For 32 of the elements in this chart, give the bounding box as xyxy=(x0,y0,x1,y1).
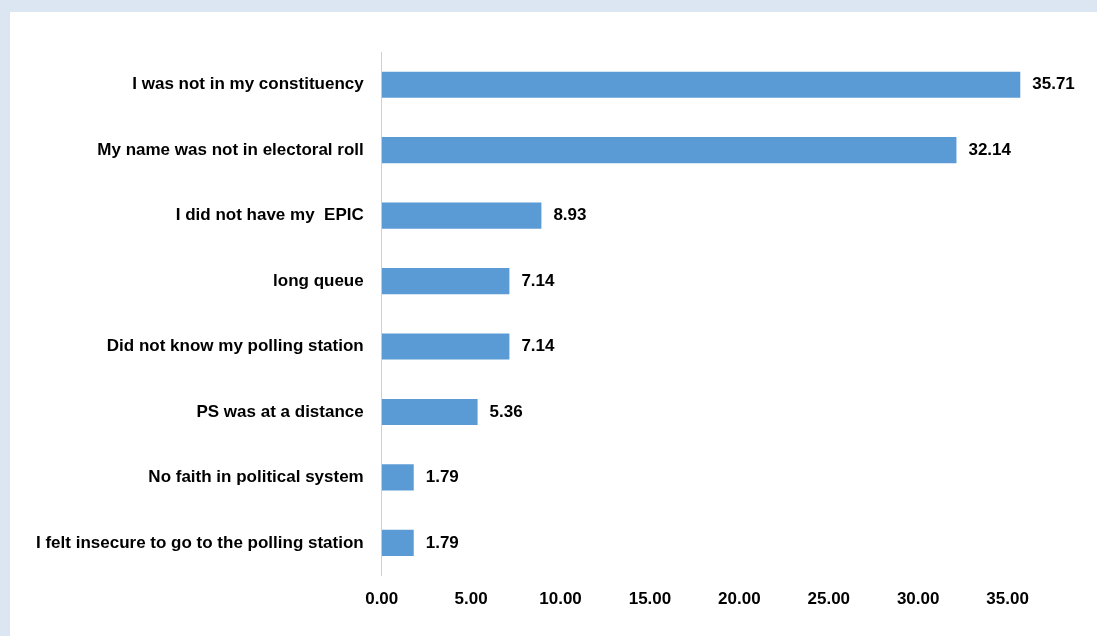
bar xyxy=(381,267,510,295)
x-tick-label: 25.00 xyxy=(807,589,851,609)
bar xyxy=(381,137,957,164)
x-tick-label: 30.00 xyxy=(896,589,940,609)
y-tick-label: No faith in political system xyxy=(148,467,364,487)
data-label: 1.79 xyxy=(425,532,459,552)
data-label: 5.36 xyxy=(489,401,523,421)
bar xyxy=(381,464,414,491)
x-tick-label: 15.00 xyxy=(628,589,672,609)
data-label: 35.71 xyxy=(1032,74,1075,94)
y-tick-label: I felt insecure to go to the polling station xyxy=(35,532,364,552)
bar xyxy=(381,398,478,426)
y-tick-label: I did not have my EPIC xyxy=(175,205,364,225)
bar xyxy=(381,333,510,360)
bar xyxy=(381,529,414,556)
data-label: 7.14 xyxy=(521,270,556,290)
bar xyxy=(381,71,1021,98)
x-tick-label: 5.00 xyxy=(454,589,488,609)
x-tick-label: 0.00 xyxy=(365,589,399,609)
data-label: 1.79 xyxy=(425,467,459,487)
data-label: 32.14 xyxy=(968,139,1012,159)
y-tick-label: Did not know my polling station xyxy=(106,336,364,356)
y-tick-label: My name was not in electoral roll xyxy=(97,139,364,159)
y-tick-label: long queue xyxy=(273,270,364,290)
x-tick-label: 35.00 xyxy=(986,589,1029,609)
data-label: 8.93 xyxy=(553,205,587,225)
bar xyxy=(381,202,542,229)
x-tick-label: 10.00 xyxy=(539,589,582,609)
y-tick-label: PS was at a distance xyxy=(196,401,364,421)
data-label: 7.14 xyxy=(521,336,556,356)
x-tick-label: 20.00 xyxy=(718,589,761,609)
y-tick-label: I was not in my constituency xyxy=(132,74,365,94)
